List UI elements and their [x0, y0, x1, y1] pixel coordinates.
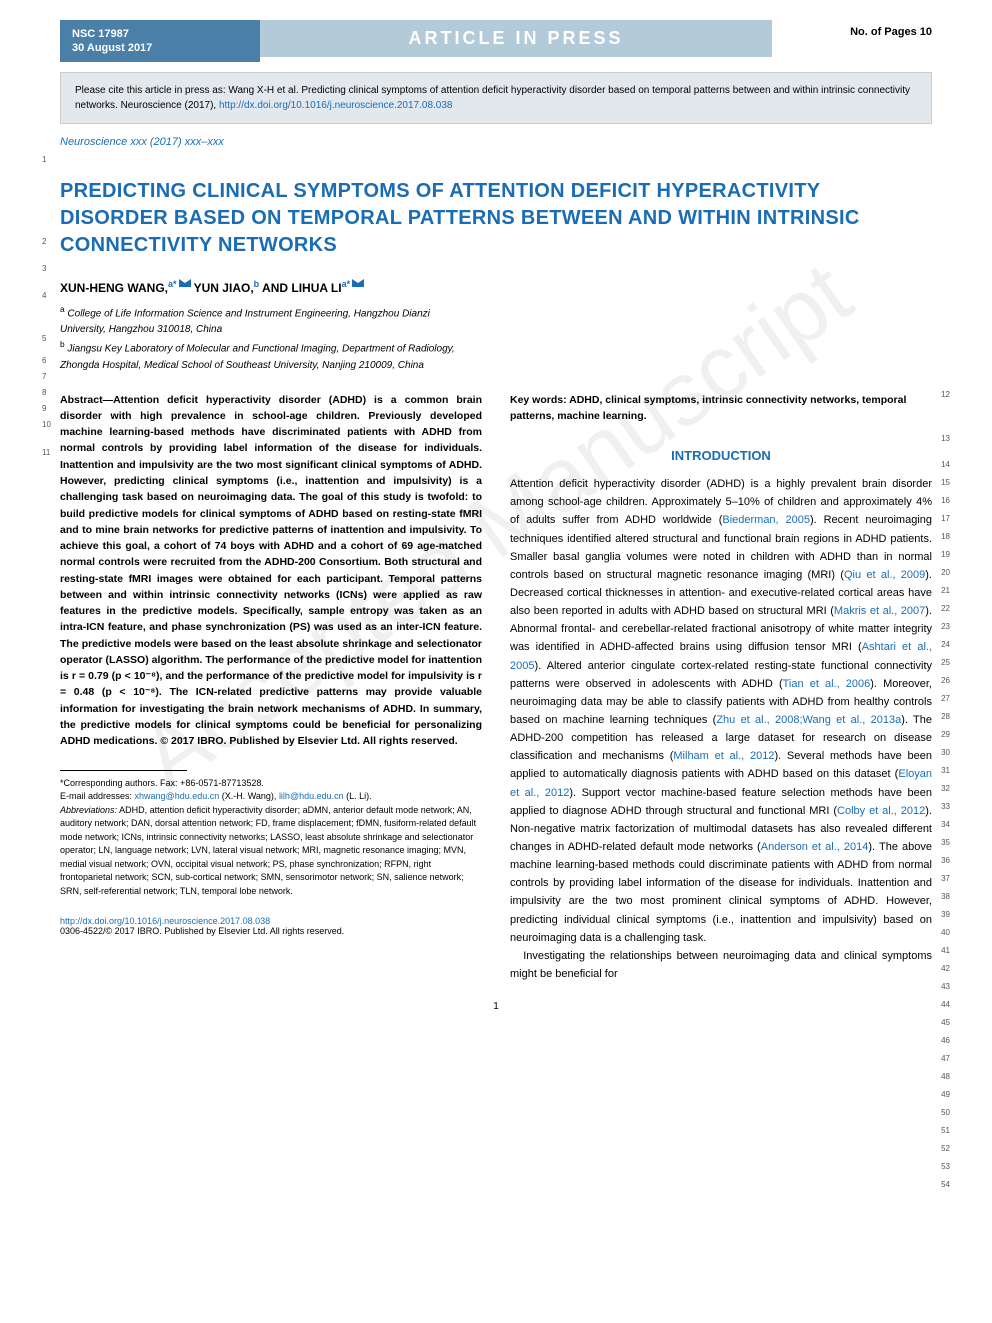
page-number: 1: [60, 1001, 932, 1012]
ref-link[interactable]: Colby et al., 2012: [837, 805, 925, 817]
introduction-body: Attention deficit hyperactivity disorder…: [510, 475, 932, 983]
article-title: PREDICTING CLINICAL SYMPTOMS OF ATTENTIO…: [60, 178, 932, 259]
email-addresses: E-mail addresses: xhwang@hdu.edu.cn (X.-…: [60, 790, 482, 804]
line-number: 50: [941, 1108, 950, 1117]
abbreviations: Abbreviations: ADHD, attention deficit h…: [60, 804, 482, 899]
citation-text: Please cite this article in press as: Wa…: [75, 85, 910, 111]
citation-box: Please cite this article in press as: Wa…: [60, 72, 932, 124]
author-1-affil: a*: [168, 279, 177, 289]
manuscript-id: NSC 17987: [72, 28, 248, 40]
corresponding-author: *Corresponding authors. Fax: +86-0571-87…: [60, 777, 482, 791]
header-left: NSC 17987 30 August 2017: [60, 20, 260, 62]
page-content: NSC 17987 30 August 2017 ARTICLE IN PRES…: [0, 0, 992, 1052]
author-2-affil: b: [254, 279, 260, 289]
line-number: 54: [941, 1180, 950, 1189]
manuscript-date: 30 August 2017: [72, 42, 248, 54]
ref-link[interactable]: Makris et al., 2007: [834, 605, 925, 617]
affiliations: a College of Life Information Science an…: [60, 303, 479, 374]
email-link-1[interactable]: xhwang@hdu.edu.cn: [135, 791, 220, 801]
line-number: 51: [941, 1126, 950, 1135]
header-bar: NSC 17987 30 August 2017 ARTICLE IN PRES…: [60, 20, 932, 62]
footnotes: *Corresponding authors. Fax: +86-0571-87…: [60, 777, 482, 899]
line-number: 48: [941, 1072, 950, 1081]
citation-doi-link[interactable]: http://dx.doi.org/10.1016/j.neuroscience…: [219, 100, 453, 111]
intro-paragraph-1: Attention deficit hyperactivity disorder…: [510, 475, 932, 947]
right-column: Key words: ADHD, clinical symptoms, intr…: [510, 392, 932, 983]
doi-link[interactable]: http://dx.doi.org/10.1016/j.neuroscience…: [60, 916, 270, 926]
line-number: 53: [941, 1162, 950, 1171]
keywords: Key words: ADHD, clinical symptoms, intr…: [510, 392, 932, 425]
email-icon: [179, 279, 191, 287]
manuscript-info-box: NSC 17987 30 August 2017: [60, 20, 260, 62]
left-column: Abstract—Attention deficit hyperactivity…: [60, 392, 482, 983]
intro-paragraph-2: Investigating the relationships between …: [510, 947, 932, 983]
copyright-text: 0306-4522/© 2017 IBRO. Published by Else…: [60, 926, 344, 936]
author-1: XUN-HENG WANG,: [60, 281, 168, 295]
introduction-heading: INTRODUCTION: [510, 448, 932, 463]
ref-link[interactable]: Tian et al., 2006: [783, 678, 871, 690]
ref-link[interactable]: Zhu et al., 2008;Wang et al., 2013a: [716, 714, 901, 726]
author-2: YUN JIAO,: [194, 281, 254, 295]
two-column-layout: Abstract—Attention deficit hyperactivity…: [60, 392, 932, 983]
author-list: XUN-HENG WANG,a* YUN JIAO,b AND LIHUA LI…: [60, 279, 932, 295]
affiliation-a: a College of Life Information Science an…: [60, 303, 479, 338]
author-3-affil: a*: [342, 279, 351, 289]
line-number: 52: [941, 1144, 950, 1153]
line-number: 49: [941, 1090, 950, 1099]
email-icon: [352, 279, 364, 287]
pages-info: No. of Pages 10: [772, 20, 932, 38]
line-number: 47: [941, 1054, 950, 1063]
doi-section: http://dx.doi.org/10.1016/j.neuroscience…: [60, 916, 482, 936]
footnote-separator: [60, 770, 187, 771]
ref-link[interactable]: Milham et al., 2012: [673, 750, 774, 762]
ref-link[interactable]: Anderson et al., 2014: [761, 841, 869, 853]
affiliation-b: b Jiangsu Key Laboratory of Molecular an…: [60, 338, 479, 373]
ref-link[interactable]: Qiu et al., 2009: [844, 569, 925, 581]
abstract: Abstract—Attention deficit hyperactivity…: [60, 392, 482, 750]
article-in-press-banner: ARTICLE IN PRESS: [260, 20, 772, 57]
ref-link[interactable]: Biederman, 2005: [722, 514, 810, 526]
email-link-2[interactable]: lilh@hdu.edu.cn: [279, 791, 344, 801]
journal-reference: Neuroscience xxx (2017) xxx–xxx: [60, 136, 932, 148]
author-3: AND LIHUA LI: [262, 281, 342, 295]
